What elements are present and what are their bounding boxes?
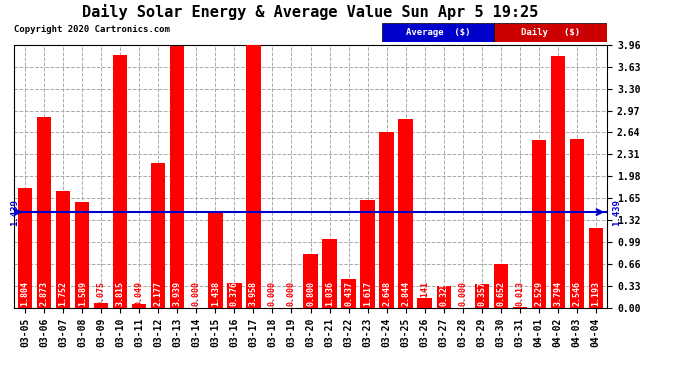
Bar	[37, 117, 51, 308]
Text: 2.648: 2.648	[382, 280, 391, 306]
Text: 1.439: 1.439	[10, 199, 19, 225]
Bar	[493, 264, 508, 308]
Text: 1.589: 1.589	[78, 280, 87, 306]
Bar	[589, 228, 603, 308]
Text: 0.141: 0.141	[420, 280, 429, 306]
Bar	[551, 56, 565, 308]
Text: 0.800: 0.800	[306, 280, 315, 306]
Text: 0.075: 0.075	[97, 280, 106, 306]
Text: 2.546: 2.546	[572, 280, 581, 306]
Bar	[18, 188, 32, 308]
Bar	[380, 132, 394, 308]
Bar	[342, 279, 355, 308]
Bar	[570, 139, 584, 308]
Text: 0.652: 0.652	[496, 280, 505, 306]
Bar	[151, 163, 166, 308]
Text: 0.000: 0.000	[268, 280, 277, 306]
Text: 3.794: 3.794	[553, 280, 562, 306]
Text: 0.049: 0.049	[135, 280, 144, 306]
Text: 1.752: 1.752	[59, 280, 68, 306]
Bar	[513, 307, 527, 308]
Text: 0.013: 0.013	[515, 280, 524, 306]
Text: 0.000: 0.000	[287, 280, 296, 306]
Title: Daily Solar Energy & Average Value Sun Apr 5 19:25: Daily Solar Energy & Average Value Sun A…	[82, 4, 539, 20]
Text: 0.376: 0.376	[230, 280, 239, 306]
Text: Copyright 2020 Cartronics.com: Copyright 2020 Cartronics.com	[14, 26, 170, 34]
Bar	[94, 303, 108, 307]
Text: 0.437: 0.437	[344, 280, 353, 306]
Text: 1.617: 1.617	[363, 280, 372, 306]
Text: 1.193: 1.193	[591, 280, 600, 306]
Text: 2.177: 2.177	[154, 280, 163, 306]
Bar	[322, 239, 337, 308]
Bar	[132, 304, 146, 307]
Text: 2.873: 2.873	[40, 280, 49, 306]
Bar	[246, 45, 261, 308]
Bar	[113, 55, 128, 308]
Bar	[398, 119, 413, 308]
Text: 1.438: 1.438	[211, 280, 220, 306]
Bar	[531, 140, 546, 308]
Bar	[304, 255, 317, 308]
Text: 0.000: 0.000	[192, 280, 201, 306]
Bar	[75, 202, 90, 308]
Bar	[437, 286, 451, 308]
Bar	[417, 298, 432, 307]
Text: 0.357: 0.357	[477, 280, 486, 306]
Text: 1.036: 1.036	[325, 280, 334, 306]
Text: 3.815: 3.815	[116, 280, 125, 306]
Text: 0.325: 0.325	[439, 280, 448, 306]
Text: 1.439: 1.439	[612, 199, 621, 225]
Bar	[475, 284, 489, 308]
Text: 2.529: 2.529	[534, 280, 543, 306]
Bar	[56, 191, 70, 308]
Bar	[227, 283, 242, 308]
Bar	[208, 212, 223, 308]
Text: 2.844: 2.844	[401, 280, 410, 306]
Text: 1.804: 1.804	[21, 280, 30, 306]
Text: 0.000: 0.000	[458, 280, 467, 306]
Text: 3.939: 3.939	[173, 280, 182, 306]
Bar	[360, 200, 375, 308]
Text: 3.958: 3.958	[249, 280, 258, 306]
Bar	[170, 46, 184, 308]
